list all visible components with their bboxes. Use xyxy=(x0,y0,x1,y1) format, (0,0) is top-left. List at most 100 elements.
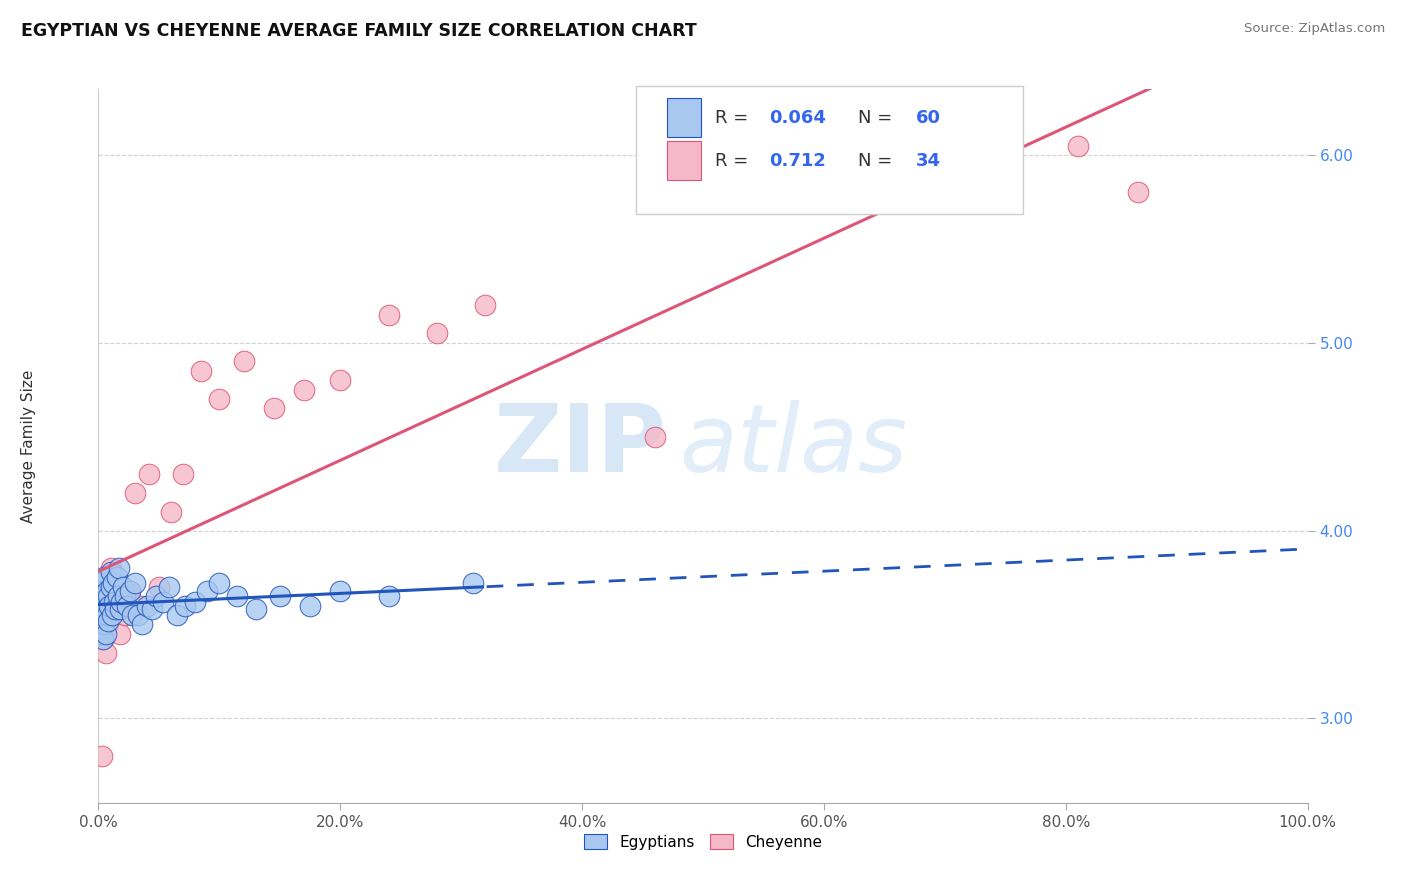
Point xyxy=(89,617,111,632)
Point xyxy=(90,627,112,641)
Point xyxy=(131,617,153,632)
Point xyxy=(90,580,112,594)
Point xyxy=(91,748,114,763)
Point xyxy=(108,602,131,616)
Point xyxy=(97,617,120,632)
FancyBboxPatch shape xyxy=(666,141,700,180)
Point xyxy=(114,589,136,603)
Text: Source: ZipAtlas.com: Source: ZipAtlas.com xyxy=(1244,22,1385,36)
Text: ZIP: ZIP xyxy=(494,400,666,492)
Text: R =: R = xyxy=(716,109,754,127)
Point xyxy=(94,602,117,616)
Point xyxy=(91,602,114,616)
Point xyxy=(172,467,194,482)
Point xyxy=(93,599,115,613)
Point xyxy=(103,595,125,609)
Point xyxy=(105,595,128,609)
Point xyxy=(108,627,131,641)
Point xyxy=(89,589,111,603)
Point xyxy=(138,467,160,482)
Point xyxy=(98,589,121,603)
FancyBboxPatch shape xyxy=(637,86,1024,214)
Point xyxy=(426,326,449,341)
Point xyxy=(184,595,207,609)
Point xyxy=(93,617,115,632)
Point xyxy=(101,576,124,591)
Point xyxy=(329,373,352,387)
Point xyxy=(110,595,132,609)
Point xyxy=(97,589,120,603)
Text: 60: 60 xyxy=(915,109,941,127)
Point xyxy=(96,607,118,622)
Legend: Egyptians, Cheyenne: Egyptians, Cheyenne xyxy=(578,828,828,855)
Point xyxy=(94,646,117,660)
Point xyxy=(166,607,188,622)
Point xyxy=(90,599,112,613)
Point xyxy=(174,599,197,613)
Text: 0.064: 0.064 xyxy=(769,109,827,127)
Point xyxy=(269,589,291,603)
Point xyxy=(121,607,143,622)
Text: 0.712: 0.712 xyxy=(769,152,827,169)
Text: N =: N = xyxy=(858,152,898,169)
Point xyxy=(474,298,496,312)
Point xyxy=(105,570,128,584)
Point xyxy=(124,486,146,500)
Point xyxy=(160,505,183,519)
Point xyxy=(89,621,111,635)
Point xyxy=(93,570,115,584)
Point xyxy=(93,595,115,609)
Point xyxy=(98,599,121,613)
Point xyxy=(377,589,399,603)
Point xyxy=(91,607,114,622)
Point xyxy=(90,614,112,628)
Point xyxy=(263,401,285,416)
Point xyxy=(141,602,163,616)
Point xyxy=(124,576,146,591)
Point xyxy=(89,607,111,622)
Point xyxy=(232,354,254,368)
Point xyxy=(96,576,118,591)
Point xyxy=(292,383,315,397)
Y-axis label: Average Family Size: Average Family Size xyxy=(21,369,37,523)
Point xyxy=(970,167,993,181)
Point xyxy=(299,599,322,613)
Point xyxy=(101,602,124,616)
Point xyxy=(100,565,122,579)
Point xyxy=(91,632,114,647)
Point xyxy=(104,602,127,616)
Point xyxy=(1067,138,1090,153)
Point xyxy=(118,583,141,598)
Point xyxy=(644,429,666,443)
FancyBboxPatch shape xyxy=(666,98,700,137)
Point xyxy=(226,589,249,603)
Text: N =: N = xyxy=(858,109,898,127)
Point xyxy=(94,627,117,641)
Point xyxy=(135,599,157,613)
Point xyxy=(1128,186,1150,200)
Point xyxy=(111,580,134,594)
Point xyxy=(208,576,231,591)
Text: atlas: atlas xyxy=(679,401,907,491)
Point xyxy=(148,580,170,594)
Point xyxy=(91,576,114,591)
Point xyxy=(157,580,180,594)
Point xyxy=(90,607,112,622)
Point xyxy=(152,595,174,609)
Point xyxy=(145,589,167,603)
Point xyxy=(107,589,129,603)
Point xyxy=(91,595,114,609)
Text: EGYPTIAN VS CHEYENNE AVERAGE FAMILY SIZE CORRELATION CHART: EGYPTIAN VS CHEYENNE AVERAGE FAMILY SIZE… xyxy=(21,22,697,40)
Point xyxy=(117,599,139,613)
Point xyxy=(100,580,122,594)
Point xyxy=(100,607,122,622)
Text: R =: R = xyxy=(716,152,754,169)
Point xyxy=(91,632,114,647)
Text: 34: 34 xyxy=(915,152,941,169)
Point xyxy=(100,561,122,575)
Point xyxy=(195,583,218,598)
Point xyxy=(377,308,399,322)
Point xyxy=(190,364,212,378)
Point xyxy=(91,621,114,635)
Point xyxy=(208,392,231,406)
